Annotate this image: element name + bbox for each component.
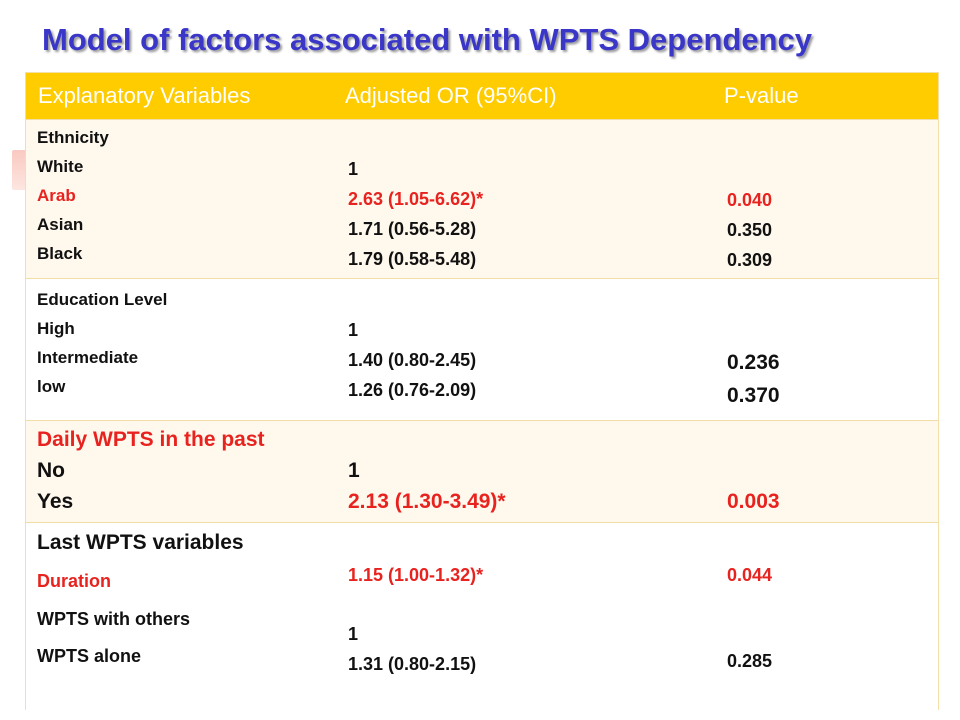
or-no: 1 xyxy=(348,459,360,482)
education-labels-cell: Education Level High Intermediate low xyxy=(37,285,167,401)
label-duration-cell: Duration xyxy=(37,569,111,593)
group-label-daily-wpts: Daily WPTS in the past xyxy=(37,428,265,451)
table-row-daily-wpts: Daily WPTS in the past No Yes 1 2.13 (1.… xyxy=(26,420,938,522)
p-intermediate: 0.236 xyxy=(727,351,780,374)
or-duration-cell: 1.15 (1.00-1.32)* xyxy=(348,563,483,587)
or-high: 1 xyxy=(348,320,359,340)
or-wpts-alone: 1.31 (0.80-2.15) xyxy=(348,654,477,674)
education-or-cell: 1 1.40 (0.80-2.45) 1.26 (0.76-2.09) xyxy=(348,315,476,405)
last-group-cell: Last WPTS variables xyxy=(37,529,244,557)
label-asian: Asian xyxy=(37,215,84,234)
or-asian: 1.71 (0.56-5.28) xyxy=(348,219,477,239)
p-yes: 0.003 xyxy=(727,490,780,513)
or-low: 1.26 (0.76-2.09) xyxy=(348,380,477,400)
or-yes: 2.13 (1.30-3.49)* xyxy=(348,490,506,513)
p-black: 0.309 xyxy=(727,250,773,270)
ethnicity-p-cell: 0.040 0.350 0.309 xyxy=(727,185,772,275)
table-row-last-wpts: Last WPTS variables Duration WPTS with o… xyxy=(26,522,938,711)
label-no: No xyxy=(37,459,65,482)
education-p-cell: 0.236 0.370 xyxy=(727,346,780,412)
p-duration-cell: 0.044 xyxy=(727,563,772,587)
group-label-education: Education Level xyxy=(37,290,168,309)
or-wpts-with-others: 1 xyxy=(348,624,359,644)
label-duration: Duration xyxy=(37,571,111,591)
table-row-education: Education Level High Intermediate low 1 … xyxy=(26,278,938,420)
label-white: White xyxy=(37,157,84,176)
group-label-ethnicity: Ethnicity xyxy=(37,128,109,147)
daily-labels-cell: Daily WPTS in the past No Yes xyxy=(37,424,265,517)
header-adjusted-or: Adjusted OR (95%CI) xyxy=(345,83,557,108)
daily-or-cell: 1 2.13 (1.30-3.49)* xyxy=(348,455,506,517)
or-others-cell: 1 1.31 (0.80-2.15) xyxy=(348,619,476,679)
page-title: Model of factors associated with WPTS De… xyxy=(42,22,812,57)
p-alone-cell: 0.285 xyxy=(727,649,772,673)
or-white: 1 xyxy=(348,159,359,179)
header-explanatory-variables: Explanatory Variables xyxy=(38,83,251,108)
table-header-row: Explanatory Variables Adjusted OR (95%CI… xyxy=(26,73,938,119)
label-wpts-alone: WPTS alone xyxy=(37,646,142,666)
label-arab: Arab xyxy=(37,186,76,205)
p-low: 0.370 xyxy=(727,384,780,407)
header-p-value: P-value xyxy=(724,83,799,108)
label-alone-cell: WPTS alone xyxy=(37,644,141,668)
label-yes: Yes xyxy=(37,490,74,513)
or-arab: 2.63 (1.05-6.62)* xyxy=(348,189,484,209)
label-black: Black xyxy=(37,244,83,263)
label-with-others-cell: WPTS with others xyxy=(37,607,190,631)
label-wpts-with-others: WPTS with others xyxy=(37,609,190,629)
or-duration: 1.15 (1.00-1.32)* xyxy=(348,565,484,585)
or-intermediate: 1.40 (0.80-2.45) xyxy=(348,350,477,370)
table-row-ethnicity: Ethnicity White Arab Asian Black 1 2.63 … xyxy=(26,119,938,278)
p-arab: 0.040 xyxy=(727,190,773,210)
label-low: low xyxy=(37,377,66,396)
daily-p-cell: 0.003 xyxy=(727,486,780,517)
group-label-last-wpts: Last WPTS variables xyxy=(37,531,244,554)
p-duration: 0.044 xyxy=(727,565,773,585)
p-wpts-alone: 0.285 xyxy=(727,651,773,671)
results-table: Explanatory Variables Adjusted OR (95%CI… xyxy=(25,72,939,711)
p-asian: 0.350 xyxy=(727,220,773,240)
label-high: High xyxy=(37,319,75,338)
ethnicity-labels-cell: Ethnicity White Arab Asian Black xyxy=(37,123,109,268)
label-intermediate: Intermediate xyxy=(37,348,139,367)
or-black: 1.79 (0.58-5.48) xyxy=(348,249,477,269)
ethnicity-or-cell: 1 2.63 (1.05-6.62)* 1.71 (0.56-5.28) 1.7… xyxy=(348,154,483,274)
